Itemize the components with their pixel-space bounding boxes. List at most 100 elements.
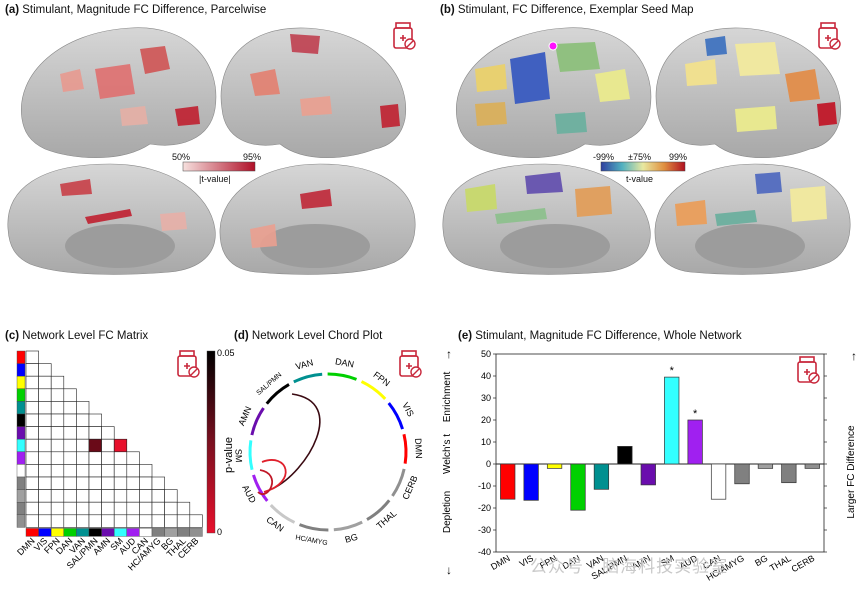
matrix-cell bbox=[63, 501, 77, 516]
panel-b-colorbar bbox=[600, 161, 686, 172]
y-tick-label: -10 bbox=[478, 481, 491, 491]
row-color-BG bbox=[16, 489, 26, 503]
bar-THAL bbox=[781, 463, 797, 484]
matrix-cell bbox=[63, 514, 77, 528]
matrix-cell bbox=[25, 501, 39, 516]
col-color-CERB bbox=[189, 528, 203, 537]
bar-HC/AMYG bbox=[734, 463, 750, 485]
row-color-SM bbox=[16, 438, 26, 452]
matrix-cell bbox=[139, 489, 153, 503]
matrix-cell bbox=[101, 464, 115, 478]
matrix-cell bbox=[38, 401, 52, 415]
matrix-cell bbox=[63, 438, 77, 453]
significance-star: * bbox=[693, 408, 698, 420]
x-tick-label-THAL: THAL bbox=[768, 553, 793, 573]
matrix-cell bbox=[151, 501, 165, 516]
matrix-cell bbox=[50, 514, 65, 528]
matrix-cell bbox=[38, 464, 52, 478]
matrix-cell bbox=[76, 438, 90, 453]
matrix-cell bbox=[25, 464, 39, 478]
matrix-cell bbox=[88, 489, 102, 503]
matrix-cell bbox=[88, 451, 102, 465]
matrix-cell bbox=[63, 489, 77, 503]
matrix-cell bbox=[88, 501, 102, 516]
chord-arc-DMN bbox=[402, 433, 408, 464]
matrix-cell bbox=[63, 451, 77, 465]
chord-label-BG: BG bbox=[344, 532, 359, 545]
panel-a-colorbar bbox=[182, 161, 256, 172]
matrix-cell bbox=[101, 489, 115, 503]
y-tick-label: -30 bbox=[478, 525, 491, 535]
matrix-cell bbox=[139, 514, 153, 528]
bar-VIS bbox=[523, 463, 539, 501]
panel-c-colorbar-bottom: 0 bbox=[217, 527, 222, 537]
medication-bottle-icon bbox=[393, 22, 416, 50]
x-tick-label-CERB: CERB bbox=[790, 553, 817, 574]
matrix-cell bbox=[101, 451, 115, 465]
matrix-cell bbox=[176, 514, 191, 528]
right-lateral-surface bbox=[220, 27, 407, 158]
panel-b-brain-maps: -99% ±75% 99% t-value bbox=[442, 27, 851, 275]
matrix-cell bbox=[151, 476, 165, 490]
medication-bottle-icon bbox=[177, 350, 200, 378]
col-color-BG bbox=[164, 528, 178, 537]
matrix-cell bbox=[25, 363, 39, 377]
chord-arc-AUD bbox=[252, 474, 269, 502]
panel-d-title: (d) Network Level Chord Plot bbox=[234, 330, 383, 342]
matrix-cell bbox=[76, 476, 90, 490]
matrix-cell bbox=[50, 489, 65, 503]
matrix-cell bbox=[164, 514, 178, 528]
col-color-DMN bbox=[25, 528, 39, 537]
matrix-cell bbox=[126, 514, 140, 528]
chord-label-SM: SM bbox=[233, 449, 244, 463]
plot-frame bbox=[495, 353, 825, 553]
col-color-FPN bbox=[51, 528, 65, 537]
panel-a-colorbar-min: 50% bbox=[172, 152, 190, 162]
chord-label-VAN: VAN bbox=[294, 357, 314, 371]
matrix-cell bbox=[189, 514, 203, 528]
y-tick-label: 30 bbox=[481, 393, 491, 403]
matrix-cell bbox=[25, 375, 39, 390]
matrix-cell bbox=[164, 501, 178, 516]
matrix-cell bbox=[76, 501, 90, 516]
row-color-DAN bbox=[16, 388, 26, 402]
panel-a-brain-maps: 50% 95% |t-value| bbox=[7, 27, 416, 275]
up-arrow-icon: ↑ bbox=[446, 347, 452, 361]
col-color-VAN bbox=[76, 528, 90, 537]
seed-map-parcels bbox=[465, 36, 837, 226]
chord-arc-HC/AMYG bbox=[298, 523, 329, 532]
matrix-cell bbox=[25, 426, 39, 440]
panel-b-colorbar-max: 99% bbox=[669, 152, 687, 162]
row-color-VAN bbox=[16, 401, 26, 415]
matrix-cell bbox=[101, 501, 115, 516]
panel-a-title: (a) Stimulant, Magnitude FC Difference, … bbox=[5, 4, 267, 16]
matrix-cell bbox=[50, 426, 65, 440]
matrix-cell bbox=[151, 489, 165, 503]
matrix-cell bbox=[76, 401, 90, 415]
matrix-cell bbox=[38, 426, 52, 440]
matrix-cell bbox=[50, 401, 65, 415]
panel-b-colorbar-caption: t-value bbox=[626, 174, 653, 184]
chord-arc-SM bbox=[248, 440, 254, 471]
bar-VAN bbox=[593, 463, 610, 490]
y-tick-label: -20 bbox=[478, 503, 491, 513]
row-color-CERB bbox=[16, 514, 26, 528]
matrix-cell bbox=[88, 426, 102, 440]
chord-arc-VIS bbox=[387, 402, 404, 430]
y-tick-label: 0 bbox=[486, 459, 491, 469]
matrix-cell bbox=[38, 451, 52, 465]
bar-AMN bbox=[640, 463, 656, 486]
chord-arc-DAN bbox=[327, 372, 358, 381]
matrix-cell bbox=[76, 489, 90, 503]
chord-label-VIS: VIS bbox=[400, 401, 416, 419]
chord-label-AUD: AUD bbox=[240, 483, 258, 505]
chord-arc-CERB bbox=[391, 468, 406, 497]
matrix-cell bbox=[126, 501, 140, 516]
chord-link-sm-salpmn bbox=[271, 393, 321, 490]
matrix-cell bbox=[101, 426, 115, 440]
chord-label-FPN: FPN bbox=[371, 370, 391, 389]
chord-arc-CAN bbox=[269, 504, 296, 524]
col-color-DAN bbox=[63, 528, 77, 537]
y-tick-label: -40 bbox=[478, 547, 491, 557]
matrix-cell bbox=[113, 451, 128, 465]
